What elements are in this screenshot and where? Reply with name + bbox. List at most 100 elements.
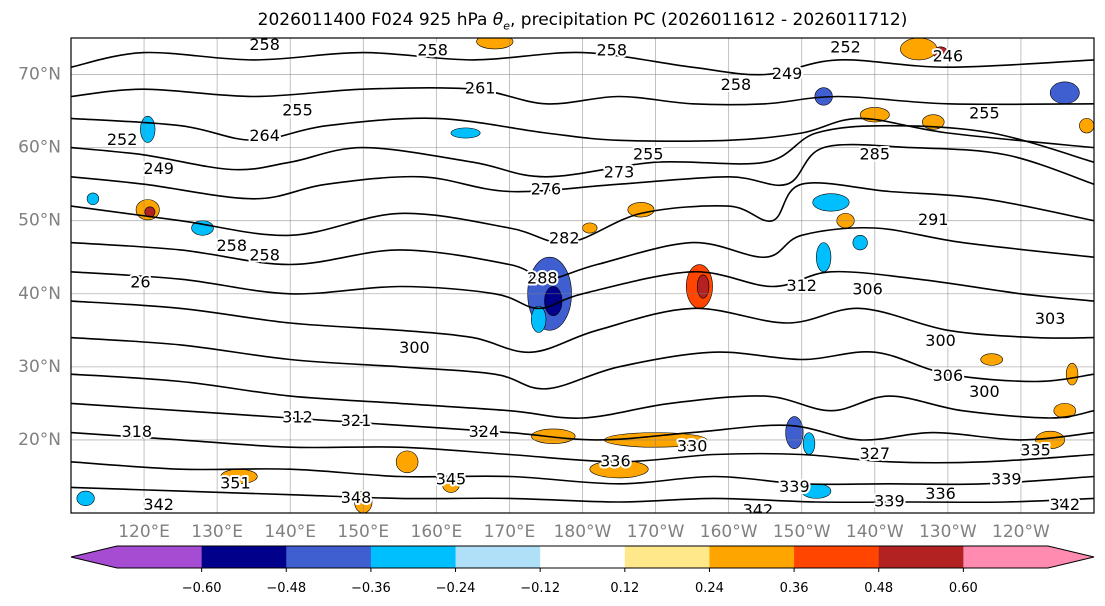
contour-line-312	[71, 373, 1094, 419]
contour-line-318	[71, 402, 1094, 441]
lon-tick-label: 130°W	[919, 522, 977, 542]
latitude-labels: 70°N 60°N 50°N 40°N 30°N 20°N	[18, 65, 61, 450]
contour-label-halo: 312	[786, 276, 817, 295]
contour-label-halo: 261	[465, 79, 496, 98]
contour-label-halo: 291	[918, 210, 949, 229]
contour-label-halo: 273	[604, 163, 635, 182]
contour-line-300	[71, 300, 1094, 354]
precipitation-pc-layer	[76, 38, 1094, 513]
contour-label: 255	[282, 101, 313, 120]
contour-label-halo: 339	[779, 477, 810, 496]
precip-patch-16	[450, 127, 481, 139]
contour-label: 255	[969, 104, 1000, 123]
contour-label: 339	[874, 492, 905, 511]
contour-label-halo: 300	[969, 382, 1000, 401]
contour-line-276	[71, 143, 1094, 200]
contour-line-306	[71, 336, 1094, 390]
lon-tick-label: 120°W	[992, 522, 1050, 542]
precip-patch-10	[921, 114, 945, 130]
contour-label: 342	[143, 495, 174, 514]
contour-label: 300	[969, 382, 1000, 401]
contour-label: 342	[1049, 495, 1080, 514]
contour-label: 288	[527, 269, 558, 288]
contour-label: 324	[469, 422, 500, 441]
precip-patch-39	[582, 222, 598, 234]
lon-tick-label: 170°W	[627, 522, 685, 542]
contour-label: 306	[933, 366, 964, 385]
precip-patch-25	[589, 460, 649, 479]
lat-tick-label: 20°N	[18, 430, 61, 450]
precip-patch-21	[627, 202, 655, 218]
precip-patch-23	[802, 432, 816, 455]
contour-line-294	[71, 270, 1094, 310]
contour-label-halo: 318	[121, 422, 152, 441]
precip-patch-30	[441, 474, 461, 493]
contour-label-halo: 348	[341, 488, 372, 507]
contour-label: 258	[216, 236, 247, 255]
precip-patch-38	[76, 490, 95, 506]
lon-tick-label: 120°E	[118, 522, 170, 542]
contour-label-halo: 327	[860, 444, 891, 463]
contour-label: 258	[417, 41, 448, 60]
contour-label-halo: 258	[249, 245, 280, 264]
contour-label: 258	[721, 75, 752, 94]
contour-label: 312	[282, 408, 313, 427]
contour-label: 342	[743, 500, 774, 519]
contour-label: 330	[677, 437, 708, 456]
precip-patch-17	[812, 193, 850, 212]
contour-label-halo: 258	[216, 236, 247, 255]
lat-tick-label: 60°N	[18, 138, 61, 158]
contour-label-halo: 249	[143, 159, 174, 178]
precip-patch-36	[980, 353, 1003, 366]
contour-label: 276	[531, 180, 562, 199]
contour-label: 303	[1035, 309, 1066, 328]
contour-label-halo: 351	[220, 473, 251, 492]
contour-label: 282	[549, 228, 580, 247]
lon-tick-label: 140°W	[846, 522, 904, 542]
chart-title: 2026011400 F024 925 hPa θe, precipitatio…	[0, 10, 1105, 32]
contour-label-halo: 330	[677, 437, 708, 456]
contour-label: 273	[604, 163, 635, 182]
map-frame	[70, 37, 1095, 514]
contour-label: 306	[852, 280, 883, 299]
contour-label-halo: 324	[469, 422, 500, 441]
precip-patch-28	[395, 450, 419, 474]
lon-tick-label: 130°E	[191, 522, 243, 542]
lon-tick-label: 150°E	[337, 522, 389, 542]
contour-line-282	[71, 182, 1094, 244]
contour-line-264	[71, 117, 1094, 149]
contour-label: 327	[860, 444, 891, 463]
contour-label: 339	[991, 470, 1022, 489]
contour-label: 258	[596, 41, 627, 60]
lat-tick-label: 70°N	[18, 65, 61, 85]
contour-label-halo: 258	[721, 75, 752, 94]
precip-patch-12	[140, 115, 156, 143]
lat-tick-label: 40°N	[18, 284, 61, 304]
contour-label-halo: 258	[596, 41, 627, 60]
contour-label-halo: 339	[991, 470, 1022, 489]
precip-patch-33	[1053, 403, 1077, 419]
precip-patch-1	[544, 286, 563, 316]
contour-label-halo: 249	[772, 64, 803, 83]
precip-patch-22	[785, 416, 804, 449]
contour-label: 300	[399, 338, 430, 357]
contour-label-halo: 264	[249, 126, 280, 145]
contour-line-258	[71, 51, 1094, 76]
contour-label-halo: 258	[249, 35, 280, 54]
contour-label: 345	[436, 470, 467, 489]
contour-line-270	[71, 124, 1094, 178]
precip-patch-34	[1079, 118, 1094, 134]
contour-label-halo: 339	[874, 492, 905, 511]
contour-line-261	[71, 86, 1094, 106]
contour-label: 336	[600, 451, 631, 470]
title-prefix: 2026011400 F024 925 hPa	[257, 10, 493, 30]
lon-tick-label: 160°E	[411, 522, 463, 542]
contour-label: 249	[143, 159, 174, 178]
contour-label-halo: 306	[933, 366, 964, 385]
contour-label-halo: 276	[531, 180, 562, 199]
precip-patch-20	[852, 235, 868, 251]
contour-label-halo: 300	[399, 338, 430, 357]
contour-label-halo: 255	[969, 104, 1000, 123]
